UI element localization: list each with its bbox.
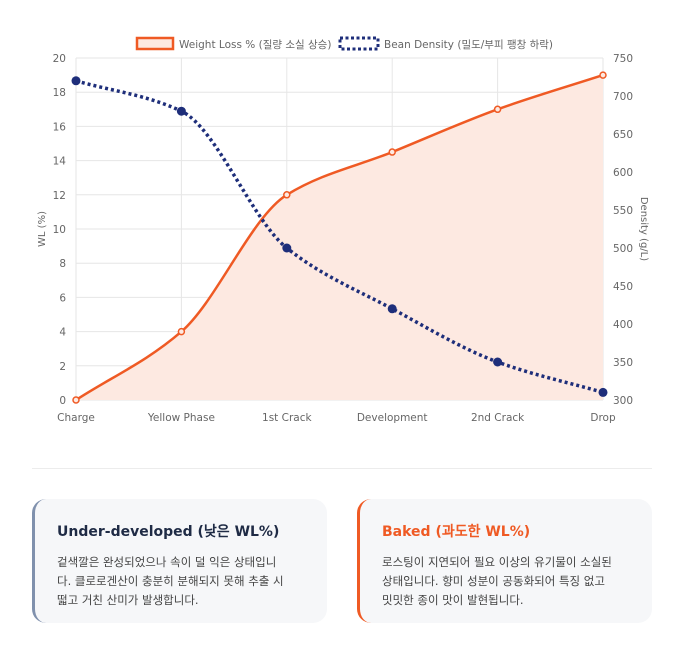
y2-tick-label: 750 (613, 53, 633, 65)
bean-density-point[interactable] (598, 387, 608, 397)
weight-loss-area (76, 75, 603, 400)
y-tick-label: 18 (53, 87, 66, 99)
baked-title: Baked (과도한 WL%) (382, 524, 531, 540)
baked-card: Baked (과도한 WL%) 로스팅이 지연되어 필요 이상의 유기물이 소실… (357, 499, 652, 623)
y2-tick-label: 350 (613, 357, 633, 369)
x-tick-label: Development (357, 412, 428, 424)
x-tick-label: 1st Crack (262, 412, 312, 424)
weight-loss-point[interactable] (177, 327, 186, 336)
under-developed-description: 겉색깔은 완성되었으나 속이 덜 익은 상태입니 다. 클로로겐산이 충분히 분… (57, 553, 309, 610)
legend-label-bean-density: Bean Density (밀도/부피 팽창 하락) (384, 38, 553, 51)
legend-item-weight-loss[interactable]: Weight Loss % (질량 소실 상승) (135, 36, 331, 51)
weight-loss-point[interactable] (493, 105, 502, 114)
y-tick-label: 6 (59, 292, 66, 304)
y2-tick-label: 300 (613, 395, 633, 407)
baked-line: 밋밋한 종이 맛이 발현됩니다. (382, 593, 524, 607)
y-tick-label: 8 (59, 258, 66, 270)
under-developed-line: 겉색깔은 완성되었으나 속이 덜 익은 상태입니 (57, 555, 277, 569)
y-tick-label: 20 (53, 53, 66, 65)
y2-tick-label: 500 (613, 243, 633, 255)
y-tick-label: 14 (53, 156, 67, 168)
x-tick-label: 2nd Crack (471, 412, 525, 424)
bean-density-point[interactable] (71, 76, 81, 86)
under-developed-title: Under-developed (낮은 WL%) (57, 524, 280, 540)
y2-axis-title: Density (g/L) (638, 197, 649, 261)
weight-loss-point[interactable] (72, 396, 80, 404)
legend-swatch-bean-density (338, 36, 380, 51)
weight-loss-fill (76, 75, 603, 400)
under-developed-card: Under-developed (낮은 WL%) 겉색깔은 완성되었으나 속이 … (32, 499, 327, 623)
weight-loss-point[interactable] (388, 148, 396, 156)
baked-line: 상태입니다. 향미 성분이 공동화되어 특징 없고 (382, 574, 605, 588)
x-tick-label: Yellow Phase (147, 412, 215, 424)
baked-description: 로스팅이 지연되어 필요 이상의 유기물이 소실된 상태입니다. 향미 성분이 … (382, 553, 634, 610)
y2-tick-label: 600 (613, 167, 633, 179)
y2-tick-label: 450 (613, 281, 633, 293)
x-tick-label: Drop (590, 412, 616, 424)
y2-tick-label: 650 (613, 129, 633, 141)
legend-label-weight-loss: Weight Loss % (질량 소실 상승) (179, 39, 331, 51)
weight-loss-point[interactable] (599, 71, 607, 79)
section-divider (32, 468, 652, 469)
under-developed-line: 다. 클로로겐산이 충분히 분해되지 못해 추출 시 (57, 574, 284, 588)
bean-density-point[interactable] (282, 243, 292, 253)
weight-loss-point[interactable] (283, 191, 291, 199)
y-tick-label: 4 (59, 327, 66, 339)
y2-tick-label: 400 (613, 319, 633, 331)
y-tick-label: 2 (59, 361, 66, 373)
y-tick-label: 16 (53, 121, 67, 133)
axis-ticks: 0 2 4 6 8 10 12 14 16 18 20 300 350 400 450 500 550 600 65… (53, 53, 633, 424)
y-tick-label: 10 (53, 224, 66, 236)
y2-tick-label: 550 (613, 205, 633, 217)
bean-density-point[interactable] (493, 357, 503, 367)
y-tick-label: 12 (53, 190, 66, 202)
bean-density-line (75, 79, 604, 395)
y-axis-title: WL (%) (37, 211, 48, 247)
x-tick-label: Charge (57, 412, 95, 424)
bean-density-point[interactable] (387, 304, 397, 314)
y2-tick-label: 700 (613, 91, 633, 103)
under-developed-line: 떫고 거친 산미가 발생합니다. (57, 593, 199, 607)
legend-swatch-weight-loss (135, 36, 175, 51)
bean-density-point[interactable] (176, 106, 186, 116)
chart-container: 0 2 4 6 8 10 12 14 16 18 20 300 350 400 450 500 550 600 65… (37, 36, 649, 424)
legend[interactable]: Weight Loss % (질량 소실 상승) Bean Density (밀… (135, 36, 553, 51)
legend-item-bean-density[interactable]: Bean Density (밀도/부피 팽창 하락) (338, 36, 553, 51)
series-lines (75, 73, 604, 402)
weight-loss-line (75, 73, 604, 402)
y-tick-label: 0 (59, 395, 66, 407)
series-points (71, 71, 608, 404)
baked-line: 로스팅이 지연되어 필요 이상의 유기물이 소실된 (382, 555, 612, 569)
roast-chart: 0 2 4 6 8 10 12 14 16 18 20 300 350 400 450 500 550 600 65… (37, 36, 649, 424)
